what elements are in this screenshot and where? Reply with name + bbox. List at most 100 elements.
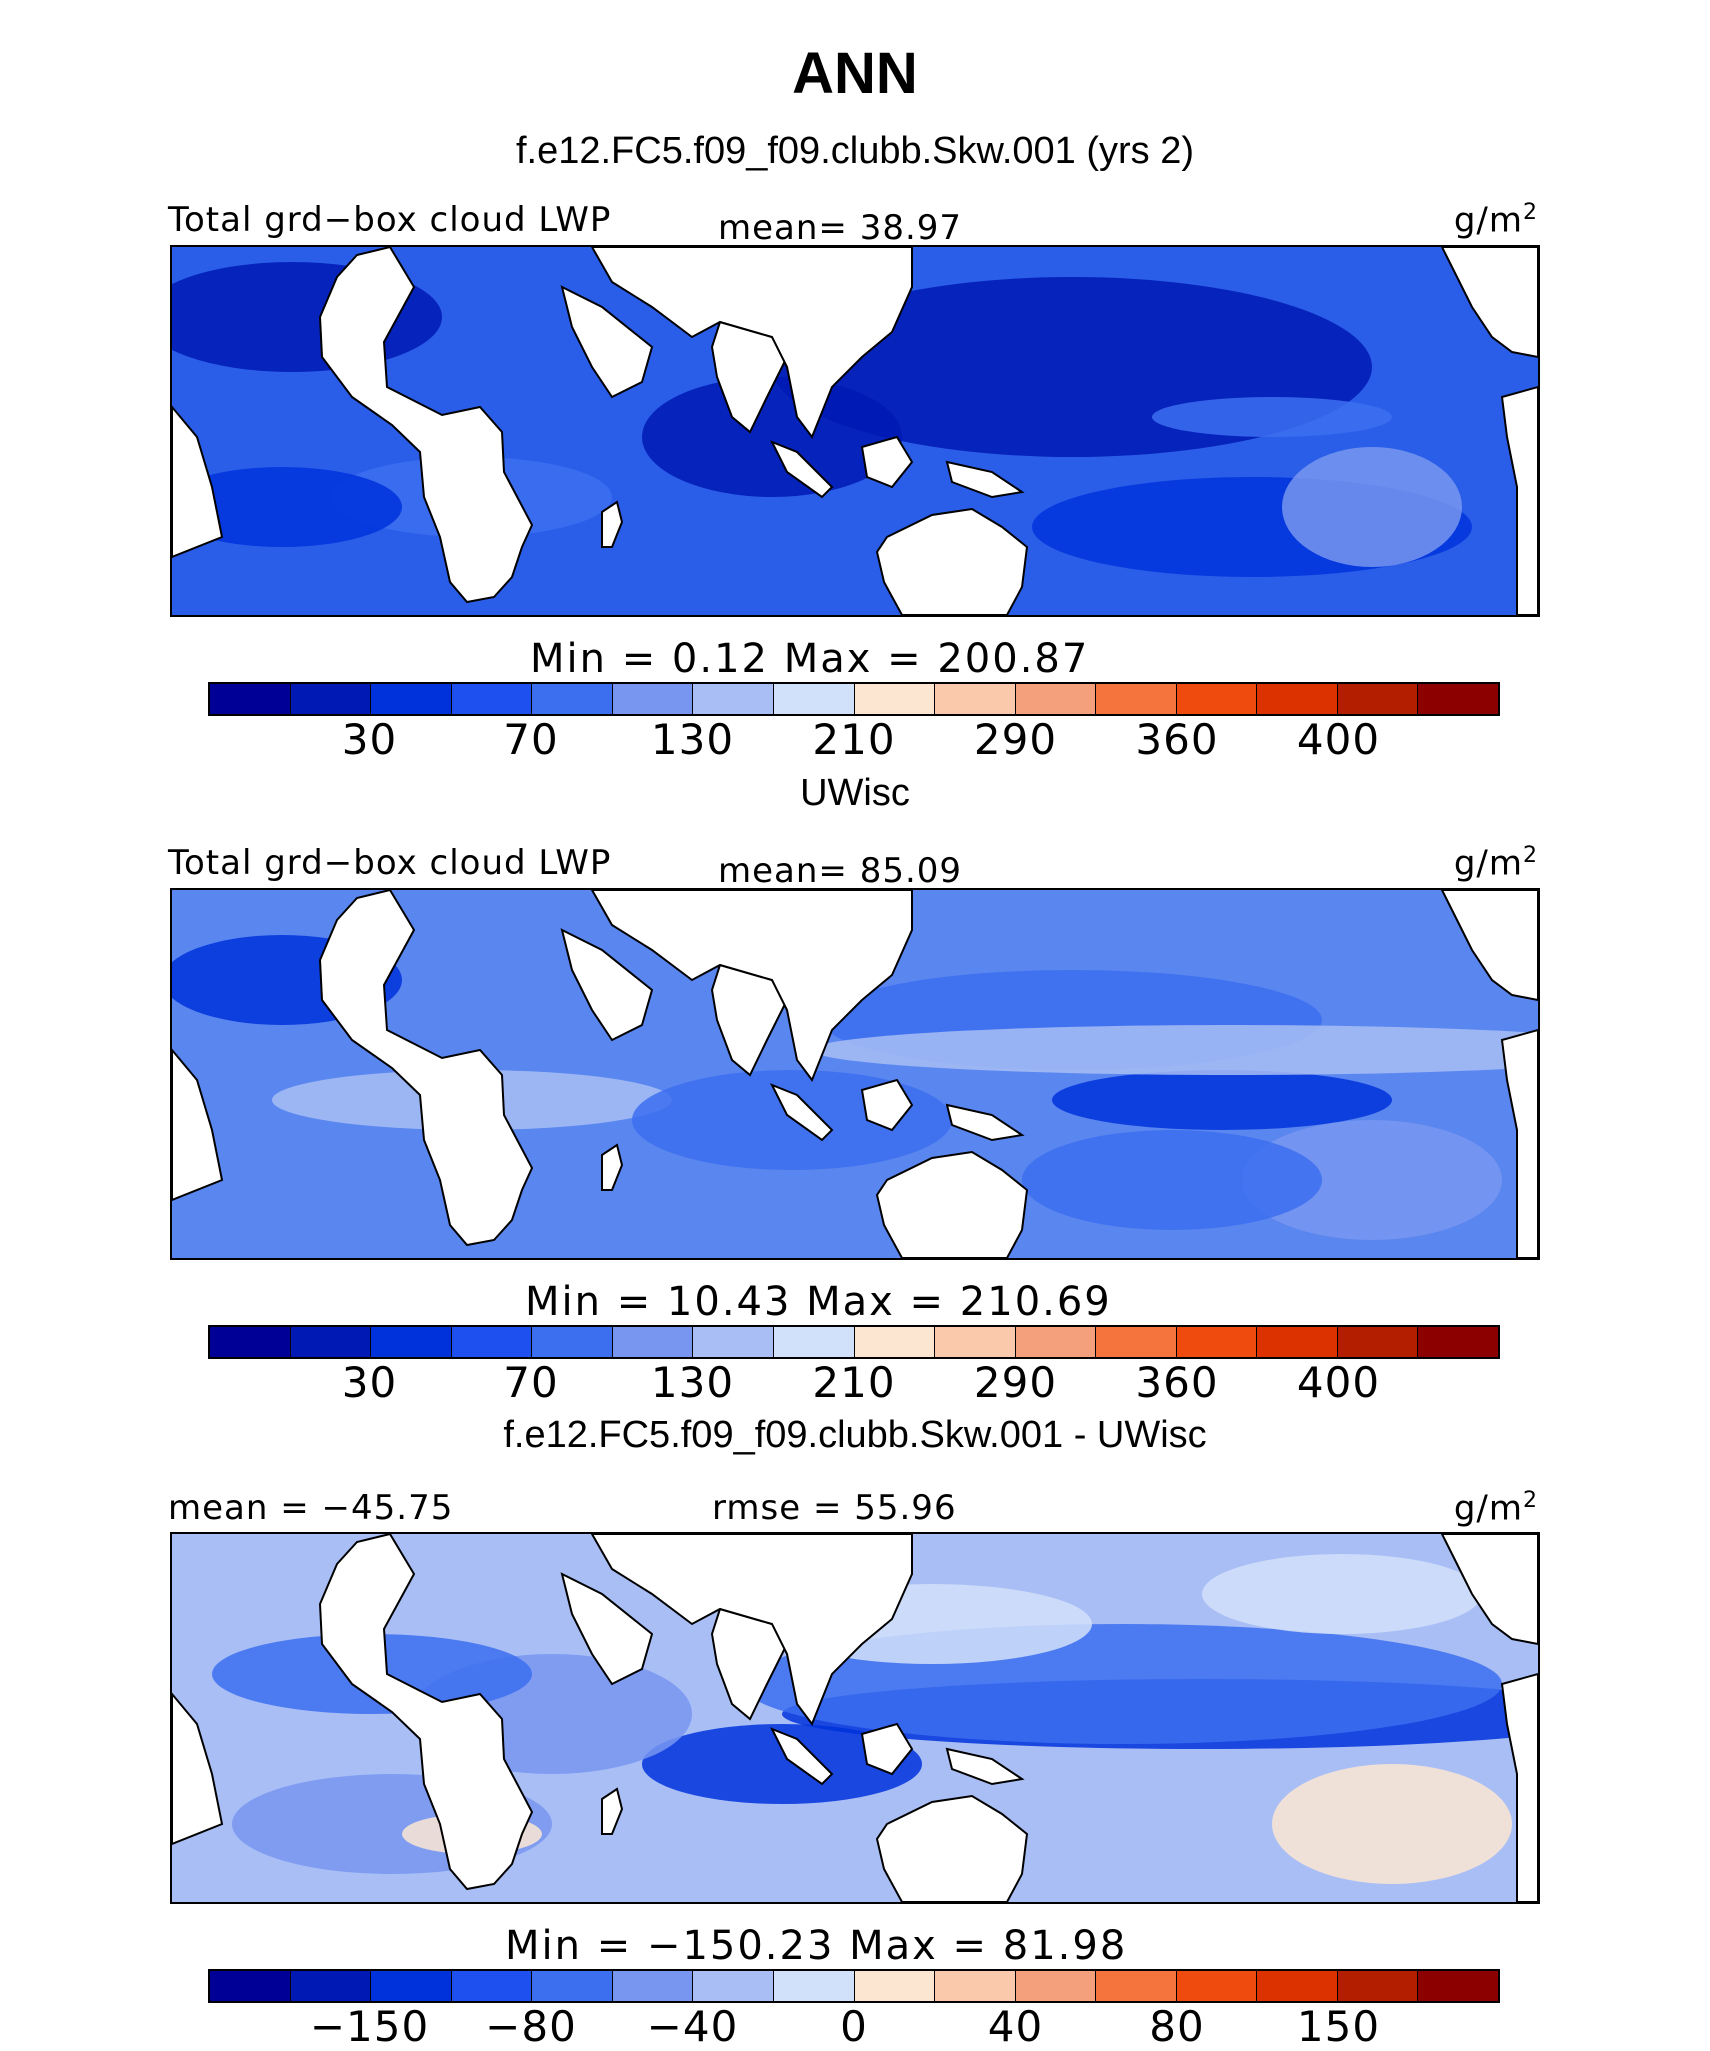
colorbar-tick-label: −80 [485, 2002, 577, 2051]
variable-label: Total grd−box cloud LWP [168, 200, 612, 240]
colorbar-tick-label: 290 [973, 715, 1058, 764]
colorbar-cell [1418, 1327, 1498, 1357]
colorbar-tick-label: 360 [1135, 715, 1219, 764]
landmass [1500, 385, 1538, 615]
colorbar-tick-label: 40 [987, 2002, 1044, 2051]
colorbar-cell [1257, 1971, 1338, 2001]
contour-region [1242, 1120, 1502, 1240]
mean-label: mean= 85.09 [718, 851, 963, 891]
colorbar-ticks: −150 −80 −40 0 40 80 150 [208, 2002, 1500, 2051]
contour-region [172, 467, 402, 547]
colorbar-cell [854, 1327, 936, 1357]
units-label: g/m2 [1453, 200, 1538, 241]
landmass [318, 247, 534, 604]
colorbar-tick-label: 130 [650, 715, 735, 764]
contour-region [1272, 1764, 1512, 1884]
colorbar-cell [210, 684, 291, 714]
colorbar-cell [210, 1971, 291, 2001]
colorbar-ticks: 30 70 130 210 290 360 400 [208, 715, 1500, 775]
colorbar-cell [451, 684, 533, 714]
landmass [860, 435, 914, 489]
colorbar-tick-label: 0 [840, 2002, 868, 2051]
colorbar-cell [1176, 684, 1258, 714]
panel-title: f.e12.FC5.f09_f09.clubb.Skw.001 (yrs 2) [515, 130, 1195, 172]
contour-region [1022, 1130, 1322, 1230]
colorbar-cell [1337, 684, 1419, 714]
colorbar-tick-label: 150 [1296, 2002, 1381, 2051]
landmass [875, 507, 1029, 615]
landmass [601, 1787, 624, 1835]
landmass [769, 440, 834, 499]
colorbar-cell [935, 1327, 1016, 1357]
colorbar-ticks: 30 70 130 210 290 360 400 [208, 1358, 1500, 1418]
colorbar-tick-label: 30 [341, 1358, 398, 1407]
colorbar-cell [532, 684, 613, 714]
min-max-label: Min = 10.43 Max = 210.69 [525, 1279, 1112, 1325]
colorbar-cell [935, 1971, 1016, 2001]
colorbar-cell [854, 684, 936, 714]
contour-region [812, 1025, 1538, 1075]
min-max-label: Min = 0.12 Max = 200.87 [530, 636, 1090, 682]
colorbar-cell [1418, 1971, 1498, 2001]
colorbar-cell [612, 1971, 694, 2001]
variable-label: Total grd−box cloud LWP [168, 843, 612, 883]
colorbar-cell [1096, 684, 1177, 714]
colorbar-cell [612, 684, 694, 714]
colorbar [208, 1325, 1500, 1359]
colorbar-cell [773, 684, 855, 714]
colorbar-cell [612, 1327, 694, 1357]
landmass [318, 1534, 534, 1891]
colorbar-cell [1176, 1327, 1258, 1357]
colorbar-tick-label: 30 [341, 715, 398, 764]
colorbar-tick-label: 130 [650, 1358, 735, 1407]
landmass [560, 285, 654, 399]
colorbar-cell [693, 684, 774, 714]
mean-label: mean = −45.75 [168, 1488, 454, 1528]
landmass [875, 1794, 1029, 1902]
landmass [860, 1078, 914, 1132]
landmass [1440, 247, 1538, 359]
contour-region [642, 377, 902, 497]
landmass [945, 1747, 1025, 1786]
map-panel [170, 888, 1540, 1260]
units-label: g/m2 [1453, 1488, 1538, 1529]
landmass [769, 1727, 834, 1786]
landmass [1440, 890, 1538, 1002]
panel-title: f.e12.FC5.f09_f09.clubb.Skw.001 - UWisc [503, 1414, 1207, 1456]
colorbar-cell [1418, 684, 1498, 714]
colorbar-cell [371, 1327, 452, 1357]
colorbar-cell [451, 1971, 533, 2001]
colorbar-cell [1176, 1971, 1258, 2001]
colorbar-cell [1015, 1971, 1097, 2001]
colorbar-tick-label: 290 [973, 1358, 1058, 1407]
colorbar-cell [1096, 1327, 1177, 1357]
contour-region [1202, 1554, 1482, 1634]
colorbar-cell [290, 1971, 372, 2001]
landmass [860, 1722, 914, 1776]
colorbar-cell [1337, 1327, 1419, 1357]
colorbar-cell [693, 1971, 774, 2001]
mean-label: mean= 38.97 [718, 208, 963, 248]
colorbar-cell [290, 1327, 372, 1357]
landmass [945, 1103, 1025, 1142]
colorbar-tick-label: −150 [309, 2002, 430, 2051]
min-max-label: Min = −150.23 Max = 81.98 [505, 1923, 1128, 1969]
figure-title: ANN [792, 41, 918, 106]
landmass [769, 1083, 834, 1142]
colorbar-tick-label: −40 [646, 2002, 739, 2051]
colorbar-cell [773, 1327, 855, 1357]
map-panel [170, 1532, 1540, 1904]
landmass [945, 460, 1025, 499]
landmass [560, 928, 654, 1042]
colorbar-cell [773, 1971, 855, 2001]
landmass [172, 405, 224, 559]
colorbar-cell [1096, 1971, 1177, 2001]
colorbar-cell [451, 1327, 533, 1357]
landmass [590, 247, 913, 440]
colorbar-tick-label: 210 [812, 715, 896, 764]
rmse-label: rmse = 55.96 [712, 1488, 957, 1528]
colorbar-cell [532, 1327, 613, 1357]
landmass [318, 890, 534, 1247]
landmass [1440, 1534, 1538, 1646]
units-label: g/m2 [1453, 843, 1538, 884]
